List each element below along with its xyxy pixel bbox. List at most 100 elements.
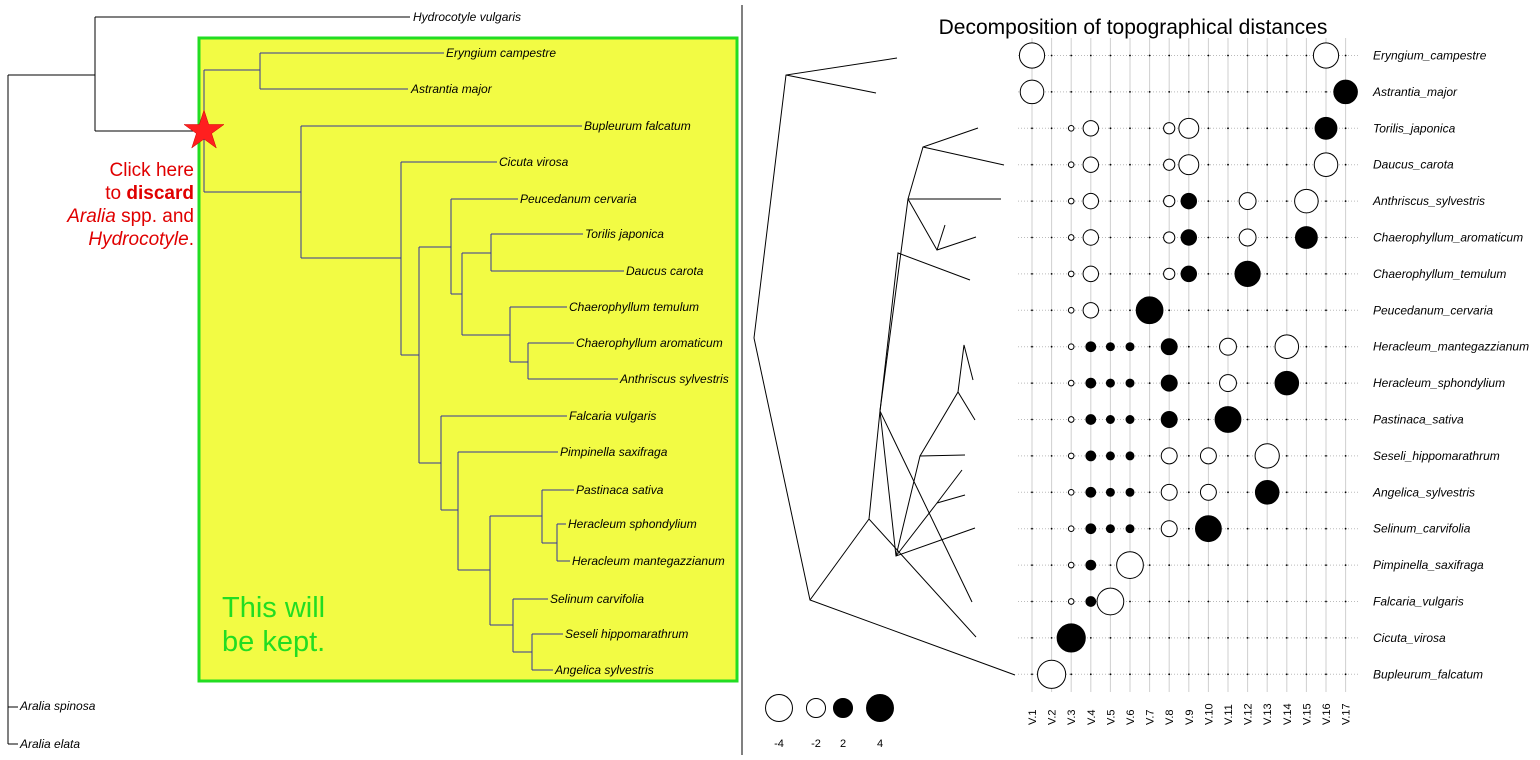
dot-mark-zero: [1031, 527, 1033, 530]
dot-mark-zero: [1227, 309, 1229, 312]
column-label: V.3: [1066, 709, 1078, 725]
dot-mark-zero: [1187, 527, 1190, 530]
dot-mark-zero: [1246, 91, 1249, 93]
dot-mark-positive: [1085, 377, 1097, 389]
dot-mark-zero: [1050, 491, 1053, 494]
dot-mark-zero: [1207, 637, 1210, 639]
dot-mark-zero: [1325, 637, 1327, 639]
row-label: Cicuta_virosa: [1373, 631, 1446, 645]
dot-mark-zero: [1031, 309, 1033, 312]
svg-text:Hydrocotyle.: Hydrocotyle.: [88, 229, 194, 250]
dot-mark-negative: [1067, 234, 1075, 241]
dot-mark-negative: [1067, 416, 1075, 423]
dot-mark-zero: [1246, 163, 1249, 166]
dot-mark-zero: [1129, 163, 1131, 166]
dot-mark-zero: [1109, 163, 1112, 166]
dot-mark-zero: [1227, 600, 1229, 603]
dot-mark-zero: [1109, 236, 1112, 239]
dot-mark-zero: [1089, 54, 1092, 57]
dot-mark-negative: [1082, 302, 1100, 319]
dot-mark-zero: [1187, 600, 1190, 603]
dot-mark-positive: [1085, 486, 1097, 498]
dot-mark-zero: [1148, 637, 1151, 639]
dot-mark-zero: [1168, 600, 1171, 603]
dot-mark-negative: [1082, 120, 1100, 137]
tip-torilis-japonica: Torilis japonica: [585, 227, 664, 241]
tip-pastinaca-sativa: Pastinaca sativa: [576, 483, 664, 497]
dot-mark-negative: [1219, 337, 1237, 356]
decomposition-panel: Decomposition of topographical distances…: [753, 16, 1529, 750]
dot-mark-negative: [1082, 265, 1100, 283]
dot-mark-zero: [1285, 273, 1288, 275]
legend-circle: [805, 697, 827, 719]
dot-mark-negative: [1160, 447, 1178, 465]
dot-mark-zero: [1207, 236, 1210, 239]
dot-mark-zero: [1207, 564, 1210, 566]
dot-mark-zero: [1325, 345, 1327, 348]
dot-mark-zero: [1285, 673, 1288, 676]
dot-mark-zero: [1207, 273, 1210, 275]
tip-pimpinella-saxifraga: Pimpinella saxifraga: [560, 445, 668, 459]
dot-mark-zero: [1148, 600, 1151, 603]
dot-mark-positive: [1125, 342, 1135, 352]
dot-mark-positive: [1294, 226, 1318, 249]
dot-mark-zero: [1325, 418, 1327, 421]
star-marker[interactable]: [183, 109, 225, 149]
legend-label: 4: [877, 738, 883, 750]
dot-mark-negative: [1199, 447, 1217, 465]
dot-mark-zero: [1168, 637, 1171, 639]
dot-mark-zero: [1285, 564, 1288, 566]
dot-mark-negative: [1018, 42, 1046, 69]
dot-mark-zero: [1305, 418, 1308, 421]
dot-mark-zero: [1050, 455, 1053, 457]
dot-mark-positive: [1180, 229, 1198, 246]
tip-anthriscus-sylvestris: Anthriscus sylvestris: [619, 372, 729, 386]
dot-mark-zero: [1187, 309, 1190, 312]
dot-mark-zero: [1050, 54, 1053, 57]
dot-mark-zero: [1344, 345, 1347, 348]
dot-mark-zero: [1305, 163, 1308, 166]
dot-mark-zero: [1344, 273, 1347, 275]
dot-mark-zero: [1129, 236, 1131, 239]
dot-mark-negative: [1019, 79, 1045, 105]
dot-mark-zero: [1168, 564, 1171, 566]
dot-mark-negative: [1163, 158, 1176, 171]
dot-mark-zero: [1344, 527, 1347, 530]
dot-mark-positive: [1194, 515, 1222, 543]
column-label: V.13: [1262, 703, 1274, 725]
dot-mark-zero: [1187, 455, 1190, 457]
dot-mark-zero: [1285, 600, 1288, 603]
dot-mark-zero: [1148, 491, 1151, 494]
dot-mark-positive: [1085, 450, 1097, 462]
tip-bupleurum-falcatum: Bupleurum falcatum: [584, 119, 691, 133]
dot-mark-positive: [1085, 523, 1097, 535]
dot-mark-positive: [1085, 341, 1097, 353]
dot-mark-zero: [1227, 637, 1229, 639]
dot-mark-zero: [1246, 491, 1249, 494]
dot-mark-negative: [1067, 525, 1075, 533]
dot-mark-zero: [1207, 163, 1210, 166]
dot-chart-grid: [1018, 38, 1360, 692]
dot-mark-zero: [1148, 527, 1151, 530]
dot-mark-zero: [1031, 673, 1033, 676]
dot-mark-zero: [1266, 527, 1269, 530]
dot-mark-zero: [1031, 418, 1033, 421]
dot-mark-zero: [1050, 163, 1053, 166]
dot-mark-zero: [1109, 273, 1112, 275]
column-label: V.8: [1164, 709, 1176, 725]
column-label: V.5: [1105, 709, 1117, 725]
tip-heracleum-sphondylium: Heracleum sphondylium: [568, 517, 697, 531]
row-label: Daucus_carota: [1373, 158, 1454, 172]
dot-mark-zero: [1285, 527, 1288, 530]
dot-mark-negative: [1067, 124, 1075, 132]
dot-mark-negative: [1067, 306, 1075, 314]
dot-mark-negative: [1082, 156, 1100, 173]
dot-mark-zero: [1050, 418, 1053, 421]
left-tree: Hydrocotyle vulgaris Eryngium campestre …: [7, 10, 739, 751]
dot-mark-zero: [1148, 200, 1151, 203]
dot-mark-zero: [1207, 418, 1210, 421]
dot-mark-zero: [1285, 418, 1288, 421]
dot-mark-zero: [1050, 637, 1053, 639]
dot-mark-zero: [1266, 564, 1269, 566]
dot-mark-zero: [1031, 236, 1033, 239]
